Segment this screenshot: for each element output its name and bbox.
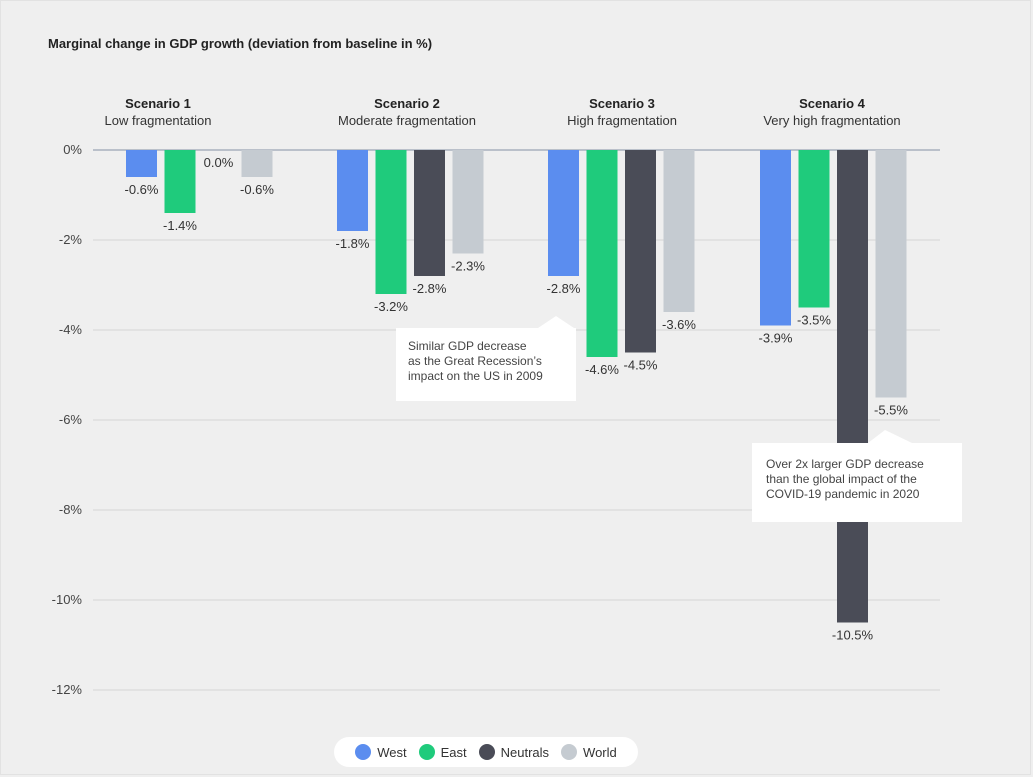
data-label-west-scenario-2: -1.8% <box>336 236 370 251</box>
data-label-world-scenario-3: -3.6% <box>662 317 696 332</box>
annotation-2-line-1: Over 2x larger GDP decrease <box>766 457 924 471</box>
data-label-west-scenario-3: -2.8% <box>547 281 581 296</box>
annotation-1-line-1: Similar GDP decrease <box>408 339 527 353</box>
annotation-1-pointer <box>538 316 574 328</box>
data-label-east-scenario-2: -3.2% <box>374 299 408 314</box>
bar-world-scenario-4 <box>875 150 907 398</box>
legend-label-neutrals: Neutrals <box>500 744 550 760</box>
scenario-3-description: High fragmentation <box>567 113 677 128</box>
annotation-2-pointer <box>868 430 912 443</box>
bar-west-scenario-1 <box>126 150 157 177</box>
legend-label-west: West <box>377 744 407 760</box>
y-tick-label: 0% <box>63 142 82 157</box>
legend-swatch-world <box>561 744 578 760</box>
data-label-neutrals-scenario-1: 0.0% <box>204 155 234 170</box>
scenario-1-name: Scenario 1 <box>125 96 191 111</box>
y-axis: 0% -2% -4% -6% -8% -10% -12% <box>52 142 83 697</box>
data-label-east-scenario-4: -3.5% <box>797 313 831 328</box>
bar-neutrals-scenario-3 <box>625 150 656 353</box>
scenario-2-name: Scenario 2 <box>374 96 440 111</box>
bar-west-scenario-3 <box>548 150 579 276</box>
legend-item-world[interactable]: World <box>561 744 617 760</box>
bar-east-scenario-4 <box>798 150 830 308</box>
bar-neutrals-scenario-2 <box>414 150 445 276</box>
annotation-great-recession: Similar GDP decrease as the Great Recess… <box>396 328 576 401</box>
bar-neutrals-scenario-4 <box>837 150 868 623</box>
data-label-neutrals-scenario-2: -2.8% <box>413 281 447 296</box>
data-label-world-scenario-4: -5.5% <box>874 403 908 418</box>
y-tick-label: -8% <box>59 502 83 517</box>
bar-world-scenario-1 <box>241 150 273 177</box>
data-label-world-scenario-2: -2.3% <box>451 259 485 274</box>
annotation-pointers <box>538 316 912 443</box>
annotation-1-line-2: as the Great Recession’s <box>408 354 542 368</box>
legend-label-east: East <box>440 744 467 760</box>
y-tick-label: -2% <box>59 232 83 247</box>
legend-swatch-west <box>355 744 372 760</box>
scenario-2-description: Moderate fragmentation <box>337 113 477 128</box>
y-tick-label: -6% <box>59 412 83 427</box>
y-tick-label: -4% <box>59 322 83 337</box>
bar-east-scenario-2 <box>375 150 407 294</box>
bar-east-scenario-1 <box>164 150 196 213</box>
annotation-2-line-3: COVID-19 pandemic in 2020 <box>766 487 920 501</box>
annotation-2-line-2: than the global impact of the <box>766 472 917 486</box>
y-tick-label: -12% <box>52 682 83 697</box>
scenario-4-header: Scenario 4 Very high fragmentation <box>722 95 942 129</box>
bar-world-scenario-3 <box>663 150 695 312</box>
data-label-neutrals-scenario-3: -4.5% <box>624 358 658 373</box>
y-tick-label: -10% <box>52 592 83 607</box>
legend-swatch-neutrals <box>478 744 495 760</box>
legend-swatch-east <box>418 744 435 760</box>
bar-west-scenario-4 <box>760 150 791 326</box>
data-label-neutrals-scenario-4: -10.5% <box>832 628 874 643</box>
legend-label-world: World <box>583 744 617 760</box>
scenario-3-header: Scenario 3 High fragmentation <box>512 95 732 129</box>
data-label-world-scenario-1: -0.6% <box>240 182 274 197</box>
scenario-3-name: Scenario 3 <box>589 96 655 111</box>
bar-west-scenario-2 <box>337 150 368 231</box>
bar-east-scenario-3 <box>586 150 618 357</box>
data-labels: -0.6% -1.8% -2.8% -3.9% -1.4% -3.2% -4.6% -3.5%… <box>125 155 909 643</box>
annotation-covid: Over 2x larger GDP decrease than the glo… <box>752 443 962 522</box>
data-label-west-scenario-4: -3.9% <box>759 331 793 346</box>
scenario-2-header: Scenario 2 Moderate fragmentation <box>297 95 517 129</box>
legend: West East Neutrals World <box>334 737 638 767</box>
scenario-1-header: Scenario 1 Low fragmentation <box>48 95 268 129</box>
scenario-4-description: Very high fragmentation <box>763 113 901 128</box>
legend-item-west[interactable]: West <box>355 744 407 760</box>
bars <box>126 150 907 623</box>
legend-item-neutrals[interactable]: Neutrals <box>478 744 550 760</box>
legend-item-east[interactable]: East <box>418 744 467 760</box>
data-label-east-scenario-3: -4.6% <box>585 362 619 377</box>
chart-title: Marginal change in GDP growth (deviation… <box>48 36 433 51</box>
annotation-1-line-3: impact on the US in 2009 <box>408 369 543 383</box>
scenario-4-name: Scenario 4 <box>799 96 865 111</box>
data-label-east-scenario-1: -1.4% <box>163 218 197 233</box>
data-label-west-scenario-1: -0.6% <box>125 182 159 197</box>
scenario-1-description: Low fragmentation <box>104 113 212 128</box>
bar-world-scenario-2 <box>452 150 484 254</box>
